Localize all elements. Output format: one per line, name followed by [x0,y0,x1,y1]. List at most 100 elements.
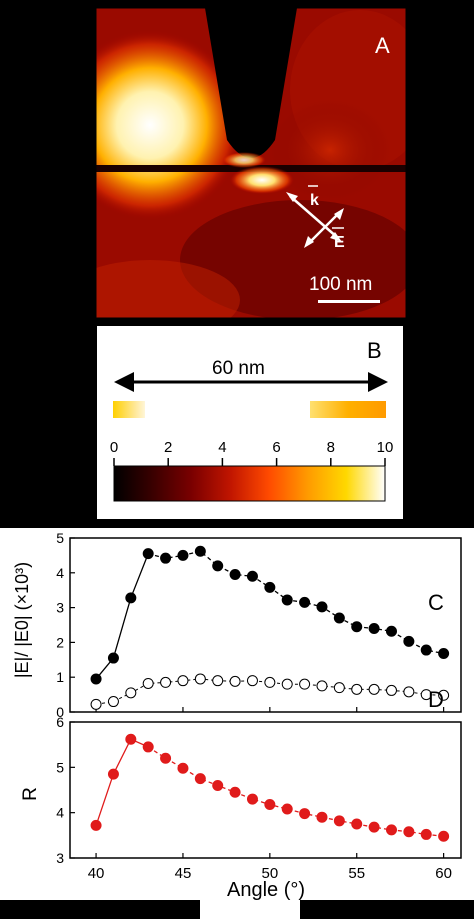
data-point [403,635,415,647]
data-point-open [177,675,189,687]
data-point [420,828,432,840]
data-point [177,762,189,774]
colorbar-tick-label: 4 [218,439,226,456]
data-point-open [246,675,258,687]
data-point-open [212,675,224,687]
data-point [246,793,258,805]
data-point [264,799,276,811]
series-line [95,738,149,826]
y-axis-label-c: |E|/ |E0| (×10³) [12,562,32,678]
data-point-open [281,678,293,690]
data-point [212,779,224,791]
data-point [316,811,328,823]
data-point [333,815,345,827]
data-point-open [316,680,328,692]
colorbar-tick-label: 6 [272,439,280,456]
data-point [246,570,258,582]
data-point-open [385,684,397,696]
data-point [281,594,293,606]
data-point [385,625,397,637]
data-point [403,826,415,838]
data-point [90,819,102,831]
data-point-open [90,698,102,710]
colorbar-ticks: 0 2 4 6 8 10 [110,439,393,466]
series-line [95,553,149,680]
gap-arrow [114,372,388,392]
data-point [142,548,154,560]
data-point-open [403,686,415,698]
data-point-open [351,683,363,695]
colorbar [113,465,386,502]
data-point-open [299,678,311,690]
data-point-open [420,689,432,701]
data-point [385,824,397,836]
data-point [420,644,432,656]
gap-edge-right [310,401,386,418]
y-tick-label: 5 [56,530,64,546]
gap-edge-left [113,401,145,418]
colorbar-tick-label: 0 [110,439,118,456]
data-point [125,733,137,745]
x-axis-label: Angle (°) [227,879,305,901]
data-point [229,569,241,581]
data-point-open [368,683,380,695]
data-point [90,673,102,685]
data-point [194,545,206,557]
hot-lobe-left [96,30,245,220]
colorbar-tick-label: 8 [327,439,335,456]
y-tick-label: 5 [56,759,64,775]
plot-area [69,537,462,713]
data-point [281,803,293,815]
hot-spot-gap [230,166,294,194]
panel-letter-b: B [367,338,382,363]
data-point [194,773,206,785]
data-point [160,752,172,764]
data-point [299,808,311,820]
scalebar [318,300,380,303]
data-point-open [229,675,241,687]
panel-c-plot: 0 1 2 3 4 5 [56,530,462,720]
y-tick-label: 4 [56,805,64,821]
data-point [368,622,380,634]
data-point [212,560,224,572]
data-point [351,818,363,830]
probe-tip [205,8,297,158]
xlabel-background [200,900,300,919]
panel-letter-d: D [428,687,444,712]
data-point [125,592,137,604]
data-point [264,581,276,593]
k-vector-arrow [286,192,344,248]
gap-label: 60 nm [212,358,265,379]
data-point-open [107,696,119,708]
data-point-open [125,687,137,699]
data-point [316,601,328,613]
data-point [299,596,311,608]
data-point [107,652,119,664]
y-tick-label: 3 [56,850,64,866]
x-tick-label: 45 [175,865,192,882]
data-point [160,552,172,564]
data-point-open [264,676,276,688]
colorbar-tick-label: 2 [164,439,172,456]
x-tick-label: 50 [262,865,279,882]
x-tick-label: 55 [348,865,365,882]
y-tick-label: 3 [56,600,64,616]
plot-area [69,721,462,859]
panel-letter-c: C [428,590,444,615]
data-point [351,621,363,633]
data-point [229,786,241,798]
data-point [438,648,450,660]
y-tick-label: 1 [56,669,64,685]
data-point-open [194,673,206,685]
data-point [333,612,345,624]
data-point-open [333,682,345,694]
k-label: k [310,192,319,209]
e-label: E [334,234,345,251]
x-tick-label: 40 [88,865,105,882]
y-tick-label: 4 [56,565,64,581]
panel-a: A k E 100 nm [95,7,407,319]
y-tick-label: 2 [56,634,64,650]
data-point-open [438,689,450,701]
y-tick-label: 0 [56,704,64,720]
